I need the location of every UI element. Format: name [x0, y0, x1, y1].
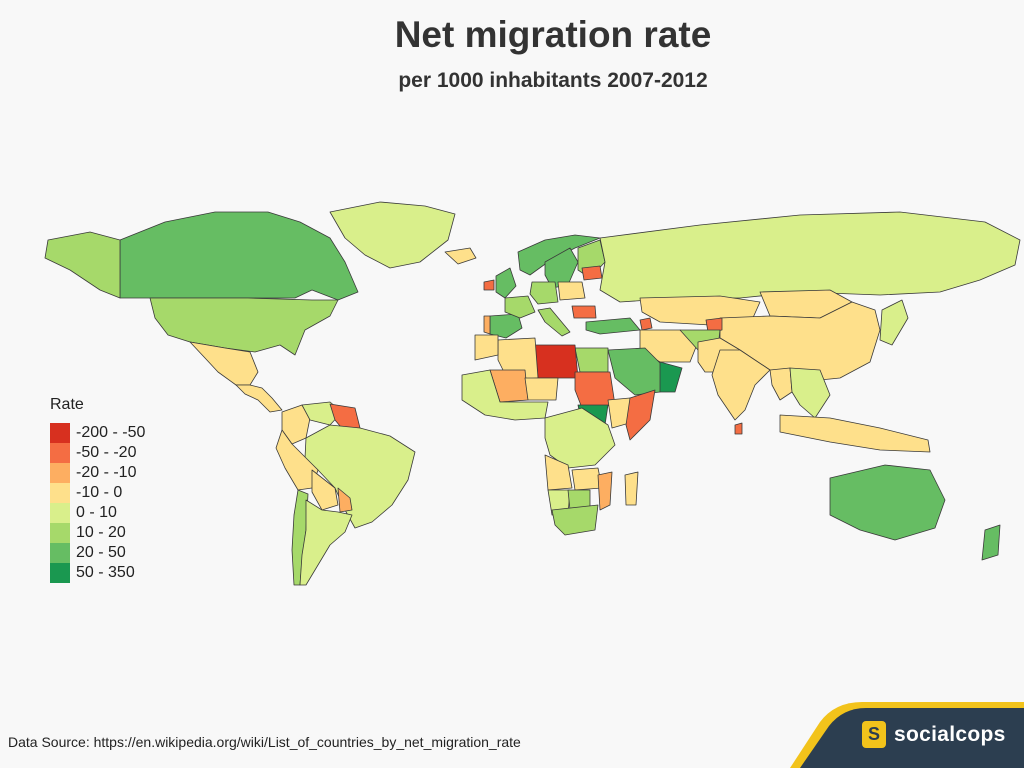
brand-name: socialcops — [894, 722, 1006, 746]
region-ireland[interactable]: Ireland — [483, 279, 495, 291]
region-central-africa[interactable]: Central Africa — [544, 407, 616, 469]
region-united-kingdom[interactable]: United Kingdom — [495, 267, 517, 299]
region-zambia[interactable]: Zambia — [571, 467, 603, 491]
legend-item: -10 - 0 — [50, 483, 145, 503]
legend-swatch — [50, 423, 70, 443]
legend-item: -50 - -20 — [50, 443, 145, 463]
region-italy[interactable]: Italy — [537, 307, 571, 337]
map-legend: Rate -200 - -50 -50 - -20 -20 - -10 -10 - 0… — [50, 396, 145, 583]
region-niger[interactable]: Niger — [524, 377, 559, 401]
legend-label: 0 - 10 — [76, 504, 117, 521]
region-armenia[interactable]: Armenia — [639, 317, 653, 331]
region-egypt[interactable]: Egypt — [574, 347, 609, 373]
world-map-canvas: CanadaAlaskaGreenlandUnited StatesMexico… — [44, 201, 1021, 586]
legend-item: 10 - 20 — [50, 523, 145, 543]
region-central-america[interactable]: Central America — [235, 384, 283, 413]
legend-label: 10 - 20 — [76, 524, 126, 541]
region-united-states[interactable]: United States — [149, 297, 339, 356]
legend-swatch — [50, 523, 70, 543]
region-portugal[interactable]: Portugal — [483, 315, 491, 335]
region-india[interactable]: India — [711, 349, 771, 421]
region-bolivia[interactable]: Bolivia — [311, 469, 339, 511]
legend-swatch — [50, 443, 70, 463]
legend-swatch — [50, 563, 70, 583]
region-australia[interactable]: Australia — [829, 464, 946, 541]
region-libya[interactable]: Libya — [534, 344, 579, 379]
region-new-zealand[interactable]: New Zealand — [981, 524, 1001, 561]
region-romania[interactable]: Romania — [571, 305, 597, 319]
legend-item: -200 - -50 — [50, 423, 145, 443]
legend-label: 50 - 350 — [76, 564, 135, 581]
region-japan[interactable]: Japan — [879, 299, 909, 346]
legend-label: 20 - 50 — [76, 544, 126, 561]
legend-swatch — [50, 503, 70, 523]
region-oman[interactable]: Oman — [659, 361, 683, 393]
region-canada[interactable]: Canada — [119, 211, 359, 301]
region-germany[interactable]: Germany — [529, 281, 559, 305]
legend-item: -20 - -10 — [50, 463, 145, 483]
region-paraguay[interactable]: Paraguay — [337, 487, 353, 513]
region-greenland[interactable]: Greenland — [329, 201, 456, 269]
region-south-africa[interactable]: South Africa — [551, 504, 599, 536]
map-subtitle: per 1000 inhabitants 2007-2012 — [398, 69, 708, 92]
region-sri-lanka[interactable]: Sri Lanka — [734, 422, 743, 435]
region-turkey[interactable]: Turkey — [585, 317, 641, 335]
legend-item: 20 - 50 — [50, 543, 145, 563]
region-myanmar[interactable]: Myanmar — [769, 367, 793, 401]
region-mozambique[interactable]: Mozambique — [597, 471, 613, 511]
legend-item: 0 - 10 — [50, 503, 145, 523]
legend-swatch — [50, 483, 70, 503]
region-france[interactable]: France — [504, 295, 536, 319]
region-morocco[interactable]: Morocco — [474, 334, 499, 361]
legend-swatch — [50, 463, 70, 483]
region-poland[interactable]: Poland — [557, 281, 586, 301]
region-argentina[interactable]: Argentina — [299, 499, 353, 586]
region-alaska[interactable]: Alaska — [44, 231, 121, 299]
brand-icon: S — [862, 721, 886, 748]
legend-title: Rate — [50, 396, 84, 413]
region-latvia[interactable]: Latvia — [581, 265, 603, 281]
region-brazil[interactable]: Brazil — [304, 424, 416, 529]
legend-label: -10 - 0 — [76, 484, 123, 501]
legend-label: -50 - -20 — [76, 444, 137, 461]
region-iceland[interactable]: Iceland — [444, 247, 477, 265]
map-title: Net migration rate — [394, 14, 712, 55]
legend-label: -20 - -10 — [76, 464, 137, 481]
region-angola[interactable]: Angola — [544, 454, 573, 491]
region-indonesia[interactable]: Indonesia — [779, 414, 931, 453]
region-tajikistan[interactable]: Tajikistan — [705, 317, 723, 333]
region-russia[interactable]: Russia — [599, 211, 1021, 303]
legend-label: -200 - -50 — [76, 424, 146, 441]
data-source-note: Data Source: https://en.wikipedia.org/wi… — [8, 734, 521, 750]
brand-logo[interactable]: S socialcops — [862, 721, 1006, 748]
world-map: CanadaAlaskaGreenlandUnited StatesMexico… — [0, 190, 1024, 610]
region-somalia[interactable]: Somalia — [625, 389, 656, 441]
region-spain[interactable]: Spain — [489, 313, 523, 339]
region-west-africa[interactable]: West Africa — [461, 369, 549, 421]
region-madagascar[interactable]: Madagascar — [624, 471, 639, 506]
legend-item: 50 - 350 — [50, 563, 145, 583]
legend-swatch — [50, 543, 70, 563]
